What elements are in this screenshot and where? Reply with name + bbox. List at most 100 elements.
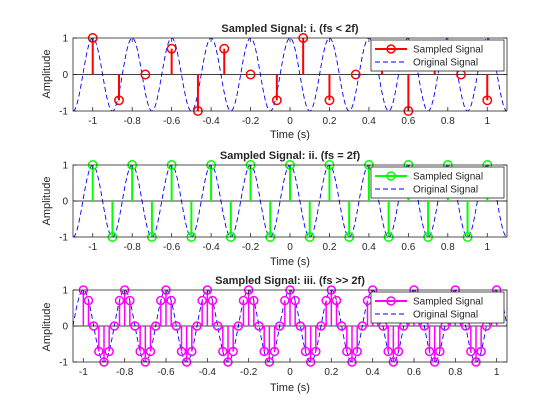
legend-box <box>370 291 505 324</box>
x-tick-label: 0.8 <box>441 242 455 253</box>
sample-marker <box>88 321 99 331</box>
x-tick-label: 0.4 <box>366 367 380 378</box>
sample-marker <box>140 69 151 80</box>
legend-original-label: Original Signal <box>413 58 478 69</box>
x-tick-label: -1 <box>88 242 97 253</box>
sample-marker <box>114 295 125 306</box>
sample-marker <box>357 321 368 331</box>
x-tick-label: -0.8 <box>124 242 142 253</box>
sample-marker <box>336 321 347 331</box>
x-tick-label: 0.2 <box>324 367 338 378</box>
legend-sampled-label: Sampled Signal <box>413 297 483 308</box>
y-tick-label: 0 <box>62 322 68 333</box>
subplot-3-title: Sampled Signal: iii. (fs >> 2f) <box>215 275 365 287</box>
sample-marker <box>383 346 393 357</box>
x-tick-label: -1 <box>88 116 97 127</box>
sample-marker <box>219 43 230 54</box>
sample-marker <box>254 321 264 331</box>
sample-marker <box>187 346 197 357</box>
subplot-1-title: Sampled Signal: i. (fs < 2f) <box>221 23 359 35</box>
sample-marker <box>352 346 362 357</box>
subplot-2-title: Sampled Signal: ii. (fs = 2f) <box>220 150 361 162</box>
x-tick-label: 0.8 <box>441 116 455 127</box>
subplot-3-xlabel: Time (s) <box>270 382 310 394</box>
sample-marker <box>218 346 228 357</box>
legend-sampled-label: Sampled Signal <box>413 172 483 183</box>
sample-marker <box>311 346 321 357</box>
x-tick-label: -0.2 <box>242 242 260 253</box>
sample-marker <box>207 295 218 306</box>
sample-marker <box>342 346 352 357</box>
sample-marker <box>135 346 145 357</box>
subplot-2-xlabel: Time (s) <box>270 256 310 268</box>
y-tick-label: 0 <box>62 197 68 208</box>
sample-marker <box>150 321 161 331</box>
x-tick-label: 0.2 <box>323 116 337 127</box>
sample-marker <box>156 295 166 306</box>
subplot-1-xlabel: Time (s) <box>270 129 310 141</box>
x-tick-label: -0.6 <box>157 367 175 378</box>
sample-marker <box>166 43 177 54</box>
sample-marker <box>233 321 244 331</box>
x-tick-label: -0.2 <box>242 116 260 127</box>
subplot-3-ylabel: Amplitude <box>41 303 53 352</box>
sample-marker <box>295 321 306 331</box>
y-tick-label: -1 <box>59 107 68 118</box>
x-tick-label: -0.6 <box>163 242 181 253</box>
sample-marker <box>300 346 311 357</box>
x-tick-label: -0.4 <box>202 116 220 127</box>
x-tick-label: 0 <box>287 116 293 127</box>
x-tick-label: 1 <box>484 242 490 253</box>
sample-marker <box>466 346 476 357</box>
x-tick-label: -0.4 <box>202 242 220 253</box>
sample-marker <box>290 295 300 306</box>
x-tick-label: 0.6 <box>401 116 415 127</box>
sample-marker <box>176 346 187 357</box>
subplot-1-plot: -1 -0.8 -0.6 -0.4 -0.2 0 0.2 0.4 0.6 0.8 1 -1 0 1 Samp… <box>59 33 508 127</box>
sample-marker <box>130 321 140 331</box>
x-tick-label: 1 <box>494 367 500 378</box>
x-tick-label: -0.8 <box>124 116 142 127</box>
x-tick-label: -1 <box>79 367 88 378</box>
sample-marker <box>238 295 249 306</box>
sample-marker <box>114 95 124 106</box>
sample-marker <box>228 346 238 357</box>
x-tick-label: -0.4 <box>199 367 217 378</box>
x-tick-label: 0.6 <box>407 367 421 378</box>
sample-marker <box>249 295 259 306</box>
legend: Sampled Signal Original Signal <box>370 291 505 324</box>
subplot-1: Sampled Signal: i. (fs < 2f) -1 -0.8 -0.6-… <box>41 23 508 141</box>
y-tick-label: 1 <box>62 286 68 297</box>
x-tick-label: -0.8 <box>116 367 134 378</box>
legend-original-label: Original Signal <box>413 185 478 196</box>
sample-marker <box>269 346 280 357</box>
sample-marker <box>109 321 120 331</box>
sample-marker <box>274 321 285 331</box>
original-signal-line <box>73 38 507 111</box>
legend: Sampled Signal Original Signal <box>370 166 505 199</box>
sample-marker <box>331 295 342 306</box>
legend-sampled-label: Sampled Signal <box>413 45 483 56</box>
subplot-3-plot: -1 -0.8 -0.6 -0.4 -0.2 0 0.2 0.4 0.6 0.8 1 -1 0 1 Samp… <box>59 285 508 378</box>
sample-marker <box>245 69 256 80</box>
y-tick-label: -1 <box>59 233 68 244</box>
sample-marker <box>145 346 156 357</box>
sample-marker <box>324 95 335 106</box>
subplot-2-ylabel: Amplitude <box>41 177 53 226</box>
y-tick-label: 0 <box>62 70 68 81</box>
subplot-3: Sampled Signal: iii. (fs >> 2f) -1 -0.8 -0… <box>41 275 508 394</box>
sample-marker <box>83 295 94 306</box>
sample-marker <box>259 346 269 357</box>
sample-marker <box>212 321 223 331</box>
sample-marker <box>321 295 331 306</box>
original-signal-line <box>73 165 507 237</box>
sample-marker <box>482 95 493 106</box>
x-tick-label: 0.2 <box>323 242 337 253</box>
legend-original-label: Original Signal <box>413 310 478 321</box>
legend-sampled-marker <box>386 171 396 181</box>
x-tick-label: 0.6 <box>401 242 415 253</box>
legend: Sampled Signal Original Signal <box>370 39 505 72</box>
sample-marker <box>424 346 435 357</box>
y-tick-label: 1 <box>62 34 68 45</box>
